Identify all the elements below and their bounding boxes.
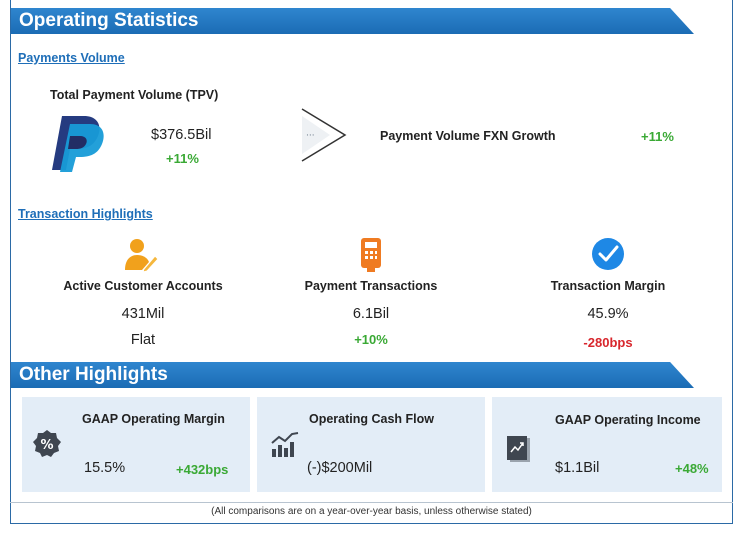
active-accounts-value: 431Mil bbox=[121, 306, 165, 322]
footer-note: (All comparisons are on a year-over-year… bbox=[211, 506, 532, 517]
active-accounts-label: Active Customer Accounts bbox=[63, 279, 223, 293]
gaap-operating-margin-card: GAAP Operating Margin % 15.5% +432bps bbox=[22, 397, 250, 492]
payment-transactions-value: 6.1Bil bbox=[352, 306, 390, 322]
gaap-operating-income-card: GAAP Operating Income $1.1Bil +48% bbox=[492, 397, 722, 492]
transaction-highlights-heading[interactable]: Transaction Highlights bbox=[18, 207, 153, 221]
chevron-arrow-icon: ··· bbox=[301, 108, 347, 162]
fxn-growth-change: +11% bbox=[641, 129, 674, 144]
operating-statistics-banner: Operating Statistics bbox=[11, 8, 694, 34]
tpv-change: +11% bbox=[166, 151, 199, 166]
payment-transactions-change: +10% bbox=[354, 332, 388, 347]
transaction-margin-value: 45.9% bbox=[587, 306, 629, 322]
check-badge-icon bbox=[592, 238, 624, 270]
card-title: Operating Cash Flow bbox=[309, 412, 435, 426]
card-change: +48% bbox=[675, 461, 709, 476]
other-highlights-banner: Other Highlights bbox=[11, 362, 694, 388]
card-change: +432bps bbox=[176, 462, 229, 477]
user-pen-icon bbox=[125, 239, 159, 273]
operating-statistics-title: Operating Statistics bbox=[19, 10, 199, 31]
card-value: (-)$200Mil bbox=[307, 460, 373, 476]
card-terminal-icon bbox=[361, 238, 381, 272]
tpv-label: Total Payment Volume (TPV) bbox=[50, 88, 219, 102]
payment-transactions-label: Payment Transactions bbox=[304, 279, 438, 293]
active-accounts-change: Flat bbox=[130, 332, 156, 348]
card-title: GAAP Operating Margin bbox=[82, 412, 225, 426]
operating-cash-flow-card: Operating Cash Flow (-)$200Mil bbox=[257, 397, 485, 492]
footer-divider bbox=[10, 502, 733, 503]
tpv-value: $376.5Bil bbox=[151, 127, 212, 143]
paypal-logo-icon bbox=[52, 116, 104, 172]
growth-chart-icon bbox=[271, 432, 299, 457]
trend-document-icon bbox=[507, 436, 530, 462]
transaction-margin-change: -280bps bbox=[583, 335, 633, 350]
transaction-margin-label: Transaction Margin bbox=[550, 279, 666, 293]
payments-volume-heading[interactable]: Payments Volume bbox=[18, 51, 125, 65]
fxn-growth-label: Payment Volume FXN Growth bbox=[380, 129, 556, 143]
svg-text:···: ··· bbox=[306, 131, 315, 141]
card-value: 15.5% bbox=[84, 460, 126, 476]
report-frame bbox=[10, 0, 733, 524]
card-title: GAAP Operating Income bbox=[555, 413, 701, 427]
svg-text:%: % bbox=[40, 438, 53, 453]
percent-badge-icon: % bbox=[33, 430, 61, 457]
other-highlights-title: Other Highlights bbox=[19, 364, 168, 385]
card-value: $1.1Bil bbox=[555, 460, 600, 476]
